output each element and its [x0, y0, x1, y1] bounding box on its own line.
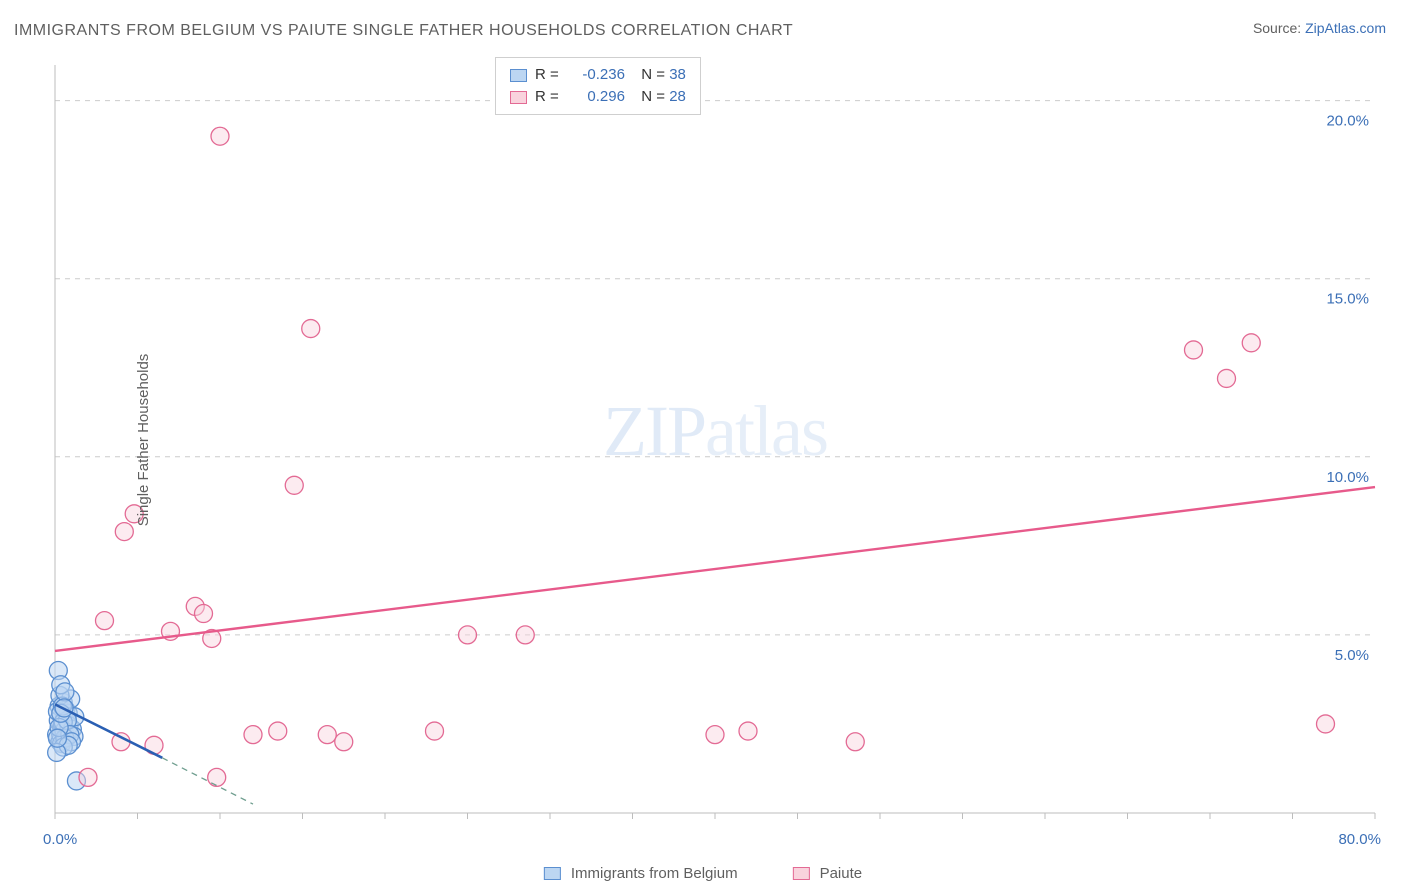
legend-row: R = -0.236 N = 38	[510, 64, 686, 86]
legend-swatch	[544, 867, 561, 880]
series-legend-label: Paiute	[820, 865, 863, 882]
source-link[interactable]: ZipAtlas.com	[1305, 20, 1386, 36]
source-prefix: Source:	[1253, 20, 1305, 36]
x-tick-label-max: 80.0%	[1338, 831, 1381, 848]
svg-text:20.0%: 20.0%	[1326, 113, 1369, 130]
scatter-chart: 5.0% 10.0% 15.0% 20.0%	[45, 55, 1385, 825]
svg-text:15.0%: 15.0%	[1326, 291, 1369, 308]
series-legend-label: Immigrants from Belgium	[571, 865, 738, 882]
legend-n-label: N = 28	[633, 86, 686, 108]
series-legend-item: Immigrants from Belgium	[544, 865, 738, 882]
plot-area: Single Father Households ZIPatlas 5.0%10…	[45, 55, 1385, 825]
legend-n-label: N = 38	[633, 64, 686, 86]
y-axis-label: Single Father Households	[135, 354, 152, 527]
legend-swatch	[510, 91, 527, 104]
chart-container: IMMIGRANTS FROM BELGIUM VS PAIUTE SINGLE…	[0, 0, 1406, 892]
legend-swatch	[510, 69, 527, 82]
series-legend: Immigrants from Belgium Paiute	[544, 865, 862, 882]
legend-swatch	[793, 867, 810, 880]
x-tick-label-min: 0.0%	[43, 831, 77, 848]
legend-row: R = 0.296 N = 28	[510, 86, 686, 108]
series-legend-item: Paiute	[793, 865, 863, 882]
svg-text:5.0%: 5.0%	[1335, 647, 1369, 664]
legend-r-label: R = -0.236	[535, 64, 625, 86]
chart-title: IMMIGRANTS FROM BELGIUM VS PAIUTE SINGLE…	[14, 22, 793, 40]
legend-r-label: R = 0.296	[535, 86, 625, 108]
correlation-legend: R = -0.236 N = 38R = 0.296 N = 28	[495, 57, 701, 115]
source-line: Source: ZipAtlas.com	[1253, 20, 1386, 36]
svg-text:10.0%: 10.0%	[1326, 469, 1369, 486]
